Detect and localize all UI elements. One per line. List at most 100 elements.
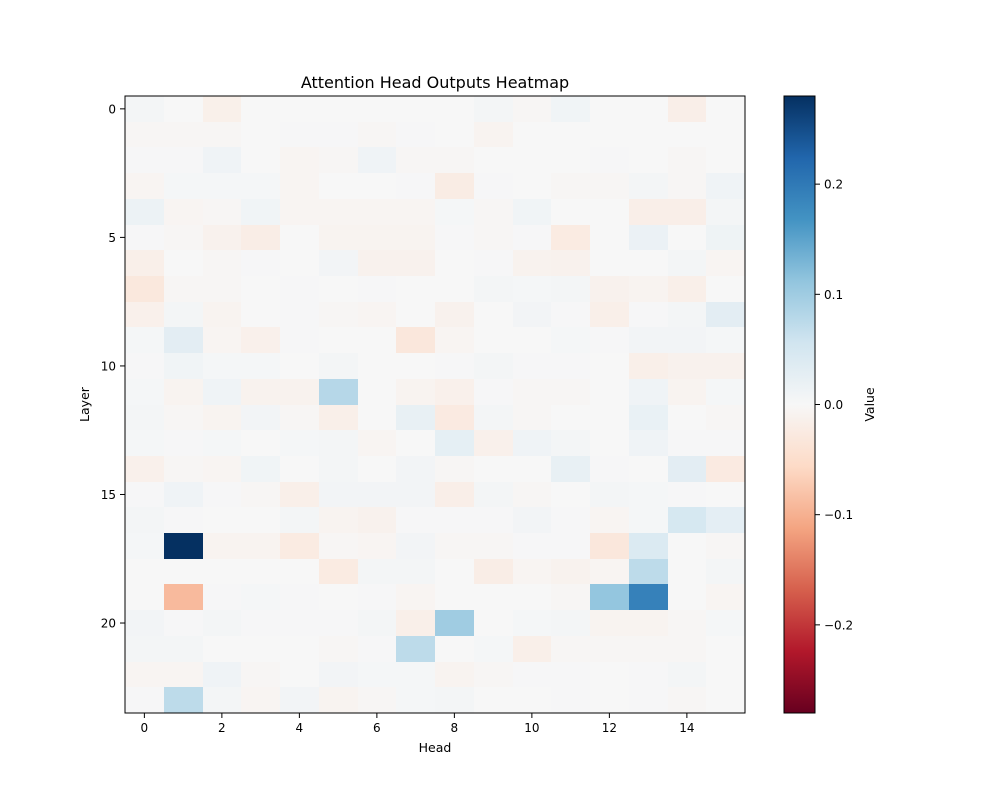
heatmap-cell — [358, 353, 396, 379]
x-tick-label: 6 — [373, 721, 381, 735]
heatmap-cell — [474, 96, 513, 122]
heatmap-cell — [629, 584, 668, 610]
heatmap-cell — [241, 533, 280, 559]
heatmap-cell — [629, 96, 668, 122]
heatmap-cell — [396, 199, 435, 225]
heatmap-cell — [629, 327, 668, 353]
heatmap-cell — [125, 533, 164, 559]
heatmap-cell — [629, 302, 668, 327]
heatmap-cell — [241, 559, 280, 584]
heatmap-cell — [125, 250, 164, 276]
heatmap-cell — [590, 533, 629, 559]
heatmap-cell — [668, 122, 706, 147]
heatmap-cell — [435, 610, 474, 636]
heatmap-cell — [358, 533, 396, 559]
heatmap-cell — [280, 507, 319, 533]
heatmap-cell — [319, 276, 358, 302]
heatmap-cell — [319, 250, 358, 276]
heatmap-cell — [280, 302, 319, 327]
heatmap-cell — [396, 533, 435, 559]
heatmap-cell — [396, 173, 435, 199]
heatmap-cell — [280, 379, 319, 405]
heatmap-cell — [164, 96, 203, 122]
heatmap-cell — [513, 636, 551, 662]
heatmap-cell — [590, 662, 629, 687]
heatmap-cell — [280, 636, 319, 662]
heatmap-cell — [203, 199, 241, 225]
heatmap-cell — [706, 173, 745, 199]
heatmap-cell — [474, 559, 513, 584]
heatmap-cell — [358, 559, 396, 584]
heatmap-cell — [396, 584, 435, 610]
heatmap-cell — [164, 353, 203, 379]
heatmap-cell — [551, 276, 590, 302]
heatmap-cell — [513, 687, 551, 713]
heatmap-cell — [513, 96, 551, 122]
heatmap-cell — [706, 327, 745, 353]
heatmap-cell — [396, 610, 435, 636]
heatmap-cell — [358, 173, 396, 199]
heatmap-cell — [125, 584, 164, 610]
heatmap-cell — [396, 327, 435, 353]
heatmap-cell — [668, 507, 706, 533]
heatmap-cell — [668, 276, 706, 302]
heatmap-cell — [396, 662, 435, 687]
heatmap-cell — [629, 636, 668, 662]
heatmap-cell — [203, 559, 241, 584]
heatmap-cell — [629, 662, 668, 687]
heatmap-cell — [280, 96, 319, 122]
heatmap-cell — [396, 96, 435, 122]
heatmap-cell — [125, 199, 164, 225]
heatmap-cell — [668, 327, 706, 353]
heatmap-cell — [241, 199, 280, 225]
heatmap-cell — [551, 147, 590, 173]
colorbar-label: Value — [862, 387, 877, 422]
y-tick-label: 15 — [101, 488, 116, 502]
heatmap-cell — [551, 173, 590, 199]
heatmap-cell — [280, 482, 319, 507]
heatmap-cell — [164, 610, 203, 636]
heatmap-cell — [551, 327, 590, 353]
heatmap-cell — [280, 225, 319, 250]
heatmap-cell — [513, 276, 551, 302]
heatmap-cell — [164, 225, 203, 250]
heatmap-cell — [590, 353, 629, 379]
heatmap-cell — [668, 456, 706, 482]
heatmap-cell — [164, 687, 203, 713]
heatmap-cell — [590, 199, 629, 225]
x-tick-label: 12 — [602, 721, 617, 735]
heatmap-cell — [396, 405, 435, 430]
heatmap-cell — [551, 507, 590, 533]
x-tick-label: 2 — [218, 721, 226, 735]
heatmap-cell — [396, 559, 435, 584]
heatmap-cell — [358, 584, 396, 610]
heatmap-cell — [396, 456, 435, 482]
heatmap-cell — [513, 122, 551, 147]
heatmap-cell — [706, 610, 745, 636]
heatmap-cell — [668, 173, 706, 199]
heatmap-cell — [551, 225, 590, 250]
heatmap-cell — [164, 482, 203, 507]
heatmap-cell — [319, 584, 358, 610]
y-tick-label: 0 — [108, 102, 116, 116]
heatmap-cell — [590, 379, 629, 405]
heatmap-cell — [164, 250, 203, 276]
heatmap-cell — [590, 636, 629, 662]
heatmap-cell — [435, 662, 474, 687]
heatmap-cell — [474, 636, 513, 662]
heatmap-cell — [629, 199, 668, 225]
heatmap-cell — [668, 662, 706, 687]
heatmap-cell — [241, 482, 280, 507]
heatmap-cell — [706, 405, 745, 430]
heatmap-cell — [435, 199, 474, 225]
heatmap-cell — [241, 147, 280, 173]
heatmap-cell — [125, 302, 164, 327]
heatmap-cell — [474, 122, 513, 147]
heatmap-cell — [706, 430, 745, 456]
heatmap-cell — [551, 559, 590, 584]
heatmap-cell — [358, 430, 396, 456]
heatmap-cell — [668, 225, 706, 250]
y-tick-label: 5 — [108, 231, 116, 245]
heatmap-cell — [474, 173, 513, 199]
heatmap-cell — [435, 456, 474, 482]
